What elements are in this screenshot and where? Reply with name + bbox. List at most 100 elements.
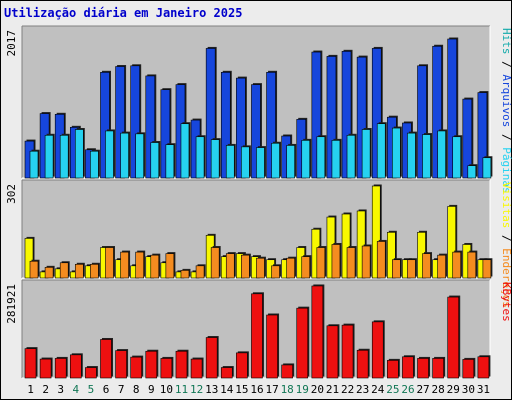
bar-enderecos-day-31 <box>482 258 493 279</box>
x-tick-label-day-10: 10 <box>160 383 173 396</box>
bar-fill <box>422 253 431 279</box>
bar-fill <box>376 241 386 279</box>
bar-fill <box>271 265 280 279</box>
bar-fill <box>251 84 261 179</box>
bar-paginas-day-25 <box>392 126 402 179</box>
bar-fill <box>452 136 462 179</box>
bar-paginas-day-28 <box>437 129 448 179</box>
bar-enderecos-day-22 <box>346 246 357 279</box>
bar-fill <box>175 350 188 379</box>
bar-fill <box>145 75 156 179</box>
bar-kbytes-day-10 <box>160 356 174 379</box>
bar-fill <box>331 140 341 179</box>
bar-arquivos-day-17 <box>266 70 278 179</box>
bar-fill <box>462 359 475 379</box>
x-tick-label-day-11: 11 <box>175 383 188 396</box>
bar-paginas-day-26 <box>407 131 417 179</box>
bar-enderecos-day-18 <box>286 256 297 279</box>
chart-title: Utilização diária em Janeiro 2025 <box>4 6 243 20</box>
bar-enderecos-day-27 <box>422 252 433 279</box>
bar-fill <box>90 150 99 179</box>
y-max-label-visits: 302 <box>5 184 18 204</box>
bar-fill <box>135 133 144 179</box>
bar-kbytes-day-3 <box>54 356 68 379</box>
x-tick-label-day-26: 26 <box>401 383 414 396</box>
bar-enderecos-day-8 <box>135 250 146 279</box>
bar-fill <box>180 123 190 179</box>
bar-fill <box>160 89 171 179</box>
bar-paginas-day-9 <box>150 141 161 179</box>
bar-enderecos-day-6 <box>105 246 115 279</box>
bar-paginas-day-1 <box>29 149 40 179</box>
bar-fill <box>195 136 205 179</box>
bar-arquivos-day-27 <box>417 64 429 179</box>
bar-fill <box>326 56 337 179</box>
bar-fill <box>29 150 39 179</box>
bar-fill <box>392 259 401 279</box>
bar-paginas-day-15 <box>241 145 251 179</box>
bar-fill <box>407 259 416 279</box>
bar-enderecos-day-4 <box>74 262 85 279</box>
bar-fill <box>39 358 52 379</box>
bar-arquivos-day-28 <box>432 44 444 179</box>
x-tick-label-day-13: 13 <box>205 383 218 396</box>
bar-arquivos-day-23 <box>356 55 368 179</box>
bar-fill <box>74 129 84 179</box>
bar-fill <box>407 132 416 179</box>
bar-fill <box>422 134 431 179</box>
x-tick-label-day-8: 8 <box>133 383 140 396</box>
x-tick-label-day-24: 24 <box>371 383 385 396</box>
bar-kbytes-day-15 <box>236 351 249 379</box>
bar-enderecos-day-12 <box>195 264 206 279</box>
bar-fill <box>286 145 295 179</box>
bar-fill <box>225 253 235 279</box>
bar-fill <box>105 130 114 179</box>
bar-fill <box>326 325 339 379</box>
bar-fill <box>251 293 263 379</box>
bar-arquivos-day-6 <box>100 70 111 179</box>
x-tick-label-day-14: 14 <box>220 383 234 396</box>
bar-fill <box>29 260 39 279</box>
bar-fill <box>256 257 265 279</box>
bar-enderecos-day-5 <box>90 262 100 279</box>
bar-enderecos-day-24 <box>376 239 387 279</box>
bar-fill <box>115 66 125 179</box>
legend-separator: / <box>500 127 512 147</box>
bar-arquivos-day-9 <box>145 74 157 179</box>
bar-fill <box>266 314 278 379</box>
bar-fill <box>341 324 354 379</box>
bar-visitas-day-24 <box>371 184 382 279</box>
bar-fill <box>266 72 276 179</box>
bar-kbytes-day-1 <box>24 347 38 379</box>
bar-fill <box>311 285 324 379</box>
bar-fill <box>205 48 216 179</box>
bar-visitas-day-25 <box>387 230 397 279</box>
bar-fill <box>105 247 114 279</box>
bar-fill <box>256 147 265 179</box>
bar-enderecos-day-15 <box>241 253 251 279</box>
bar-fill <box>361 129 371 179</box>
bar-arquivos-day-30 <box>462 97 474 179</box>
x-tick-label-day-29: 29 <box>447 383 460 396</box>
x-tick-label-day-21: 21 <box>326 383 339 396</box>
x-tick-label-day-2: 2 <box>42 383 49 396</box>
legend-entry: Páginas <box>500 147 512 193</box>
bar-fill <box>44 134 54 179</box>
bar-fill <box>115 350 127 379</box>
bar-fill <box>271 142 280 179</box>
bar-fill <box>180 270 190 279</box>
x-tick-label-day-7: 7 <box>118 383 125 396</box>
bar-kbytes-day-27 <box>417 356 431 379</box>
x-tick-label-day-18: 18 <box>281 383 294 396</box>
bar-kbytes-day-8 <box>130 355 144 379</box>
bar-paginas-day-30 <box>467 164 478 179</box>
bar-arquivos-day-29 <box>447 37 459 179</box>
bar-fill <box>210 247 220 279</box>
x-tick-label-day-5: 5 <box>88 383 95 396</box>
bar-fill <box>467 251 477 279</box>
bar-fill <box>241 146 250 179</box>
x-tick-label-day-31: 31 <box>477 383 490 396</box>
bar-enderecos-day-21 <box>331 242 342 279</box>
bar-paginas-day-20 <box>316 135 327 179</box>
x-tick-label-day-15: 15 <box>235 383 248 396</box>
